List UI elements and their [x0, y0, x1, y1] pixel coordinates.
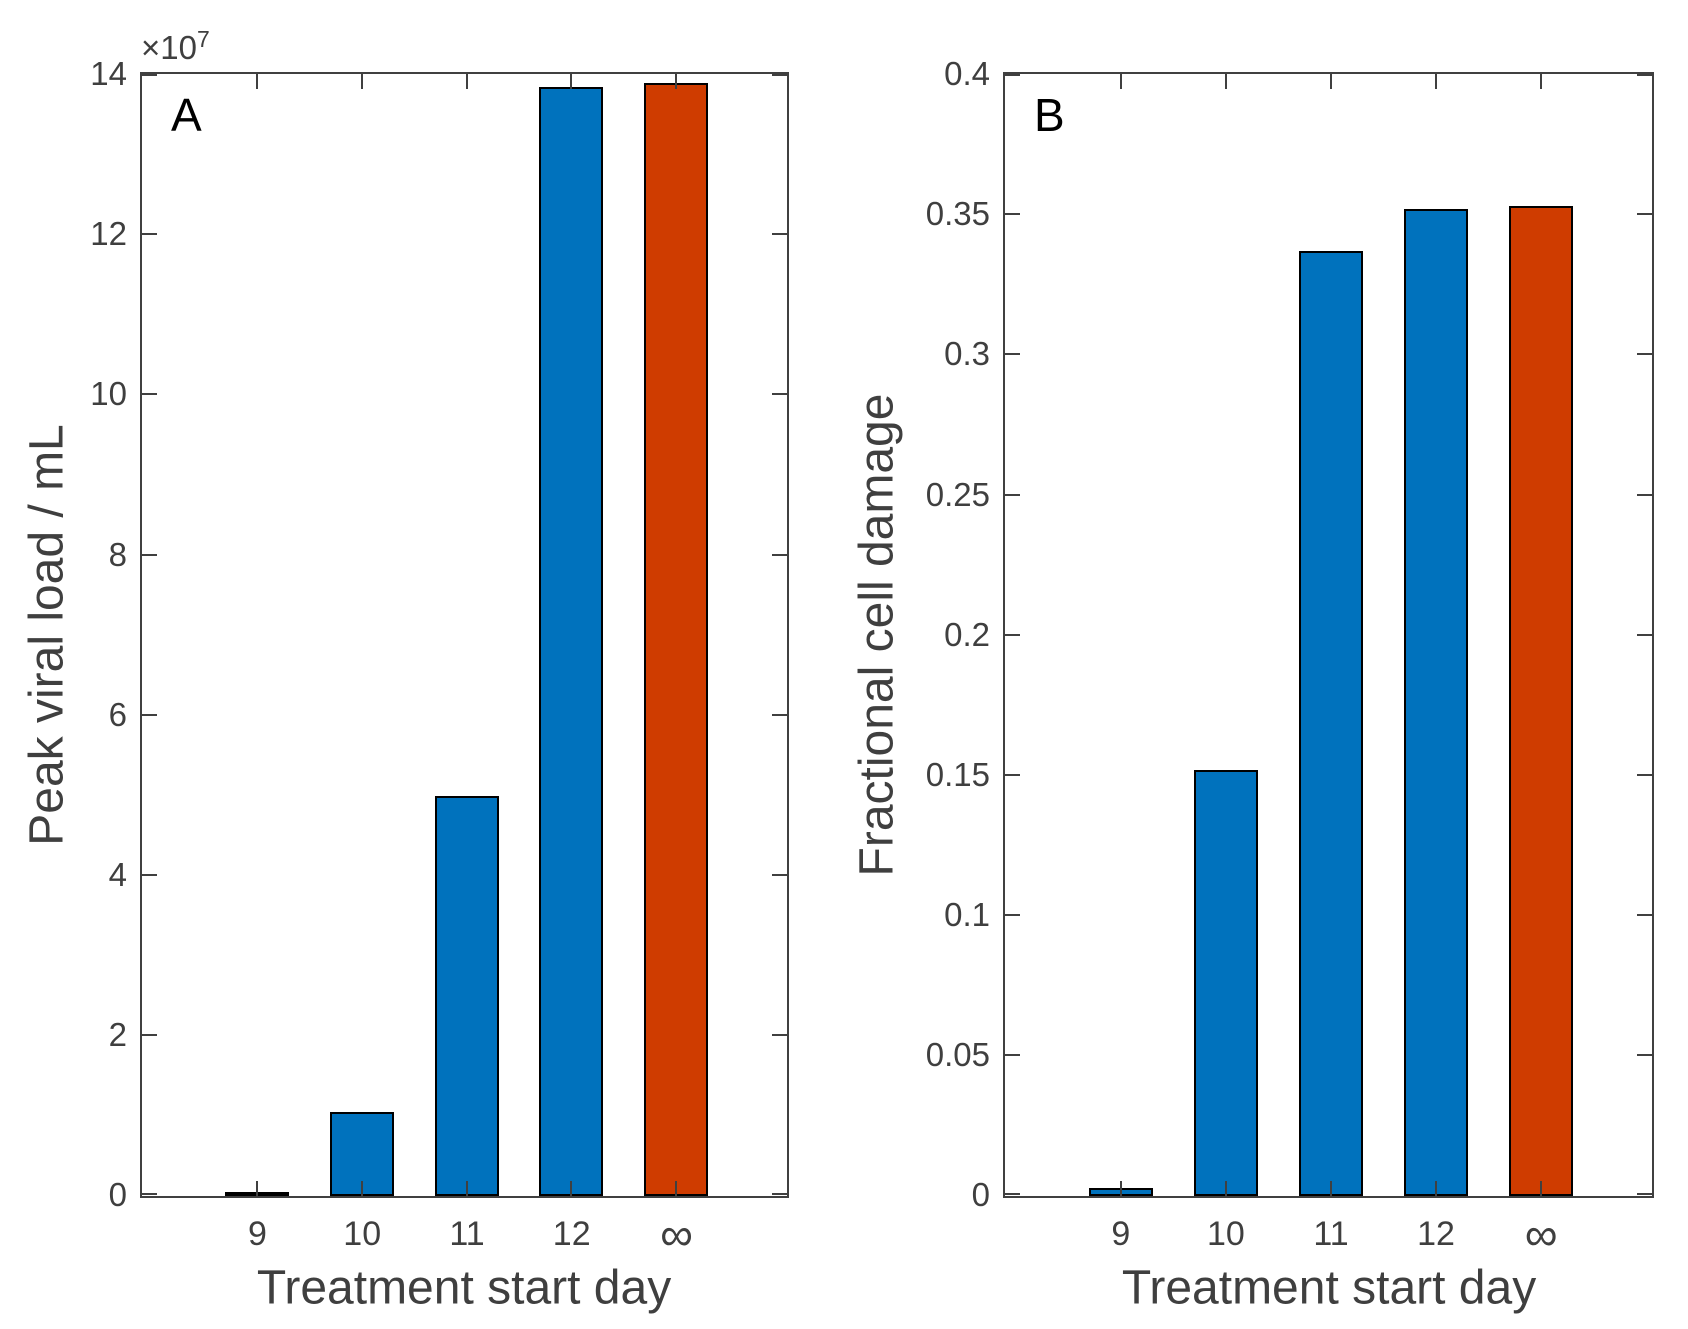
panel-a-x-tick: [465, 74, 468, 89]
panel-b-xtick-label-10: 10: [1206, 1215, 1245, 1253]
panel-b-bar-11: [1298, 251, 1363, 1196]
panel-b-ytick-label-0.1: 0.1: [944, 896, 990, 934]
panel-b-y-tick: [1637, 1193, 1652, 1196]
panel-b-y-tick: [1637, 74, 1652, 76]
panel-a-y-tick: [772, 553, 787, 556]
panel-a-y-tick: [142, 1193, 157, 1196]
panel-b-y-tick: [1005, 493, 1020, 496]
panel-b-x-tick: [1224, 74, 1227, 89]
panel-a-y-tick: [772, 1193, 787, 1196]
panel-a-xtick-label-12: 12: [552, 1215, 591, 1253]
panel-a-x-tick: [675, 1181, 678, 1196]
panel-a-y-tick: [772, 1034, 787, 1037]
panel-a-ytick-label-14: 14: [90, 55, 127, 92]
panel-b-y-tick: [1637, 914, 1652, 917]
panel-a-y-tick: [142, 74, 157, 76]
panel-b-xtick-label-12: 12: [1417, 1215, 1455, 1253]
panel-b-y-tick: [1637, 773, 1652, 776]
multiplier-base-text: ×10: [141, 29, 197, 66]
panel-b-ytick-label-0.4: 0.4: [944, 55, 990, 92]
panel-b-xtick-label-∞: ∞: [1524, 1208, 1558, 1260]
panel-b-bar-10: [1193, 769, 1258, 1196]
panel-a-x-tick: [256, 1181, 259, 1196]
panel-a-ytick-label-8: 8: [108, 535, 127, 573]
panel-a-x-tick: [465, 1181, 468, 1196]
panel-a-xtick-label-9: 9: [247, 1215, 267, 1253]
panel-a-bar-12: [539, 86, 604, 1196]
panel-b-x-axis-title: Treatment start day: [1121, 1261, 1537, 1315]
panel-b-y-tick: [1005, 633, 1020, 636]
panel-a-y-tick: [142, 1034, 157, 1037]
panel-a-ytick-label-0: 0: [108, 1176, 127, 1214]
panel-a-ytick-label-6: 6: [108, 695, 127, 733]
panel-b-y-tick: [1005, 1193, 1020, 1196]
panel-a-y-axis-title: Peak viral load / mL: [20, 424, 74, 846]
panel-a-ytick-label-4: 4: [108, 856, 127, 893]
panel-a-x-tick: [570, 1181, 573, 1196]
panel-a-x-tick: [360, 1181, 363, 1196]
panel-a-y-tick: [772, 393, 787, 396]
panel-a-y-tick: [772, 233, 787, 236]
panel-b-x-tick: [1329, 74, 1332, 89]
panel-a-ytick-label-2: 2: [108, 1016, 127, 1054]
panel-a-x-tick: [675, 74, 678, 89]
panel-b-x-tick: [1119, 1181, 1122, 1196]
panel-a-y-tick: [142, 393, 157, 396]
panel-b-y-tick: [1637, 633, 1652, 636]
panel-a-x-tick: [360, 74, 363, 89]
panel-b-xtick-label-9: 9: [1111, 1215, 1131, 1253]
panel-b-ytick-label-0.25: 0.25: [925, 475, 990, 513]
panel-b-bar-12: [1403, 209, 1468, 1196]
panel-a-letter: A: [171, 89, 202, 141]
panel-b-ytick-label-0: 0: [971, 1176, 990, 1214]
panel-b-y-tick: [1637, 493, 1652, 496]
panel-a-y-tick: [142, 874, 157, 876]
panel-b-x-tick: [1539, 74, 1542, 89]
panel-a-y-axis-multiplier: ×107: [141, 26, 210, 67]
panel-b-y-tick: [1637, 353, 1652, 356]
panel-b-y-tick: [1005, 1054, 1020, 1057]
panel-b-ytick-label-0.3: 0.3: [944, 335, 990, 373]
panel-b-ytick-label-0.15: 0.15: [925, 755, 990, 793]
panel-b-x-tick: [1434, 74, 1437, 89]
panel-a-xtick-label-∞: ∞: [660, 1208, 693, 1260]
panel-b-y-tick: [1005, 773, 1020, 776]
panel-a-xtick-label-11: 11: [449, 1215, 485, 1253]
panel-a-ytick-label-10: 10: [90, 375, 127, 413]
panel-b-x-tick: [1119, 74, 1122, 89]
panel-a-y-tick: [142, 233, 157, 236]
panel-b-x-tick: [1434, 1181, 1437, 1196]
panel-b-y-tick: [1005, 74, 1020, 76]
panel-a-y-tick: [142, 713, 157, 716]
panel-a-x-tick: [256, 74, 259, 89]
panel-b-y-tick: [1005, 353, 1020, 356]
panel-b-bar-∞: [1508, 206, 1573, 1196]
panel-b-y-tick: [1637, 1054, 1652, 1057]
panel-b-x-tick: [1224, 1181, 1227, 1196]
panel-a-xtick-label-10: 10: [343, 1215, 382, 1253]
panel-a-y-tick: [772, 713, 787, 716]
panel-b-y-tick: [1005, 213, 1020, 216]
panel-b-x-tick: [1539, 1181, 1542, 1196]
panel-b-y-tick: [1005, 914, 1020, 917]
panel-b-ytick-label-0.05: 0.05: [925, 1036, 990, 1074]
panel-b-letter: B: [1034, 89, 1065, 141]
panel-a-y-tick: [142, 553, 157, 556]
panel-a-bar-11: [434, 795, 499, 1196]
panel-b-ytick-label-0.35: 0.35: [925, 195, 990, 233]
panel-a-y-tick: [772, 74, 787, 76]
panel-a-plot-area: [140, 72, 789, 1198]
panel-a-x-tick: [570, 74, 573, 89]
panel-b-plot-area: [1003, 72, 1654, 1198]
panel-b-x-tick: [1329, 1181, 1332, 1196]
panel-b-xtick-label-11: 11: [1313, 1215, 1349, 1253]
panel-a-x-axis-title: Treatment start day: [256, 1261, 672, 1315]
multiplier-exponent: 7: [196, 26, 210, 52]
panel-a-ytick-label-12: 12: [90, 215, 127, 253]
panel-a-bar-∞: [644, 82, 709, 1196]
panel-b-y-tick: [1637, 213, 1652, 216]
panel-b-ytick-label-0.2: 0.2: [944, 615, 990, 653]
panel-a-y-tick: [772, 874, 787, 876]
